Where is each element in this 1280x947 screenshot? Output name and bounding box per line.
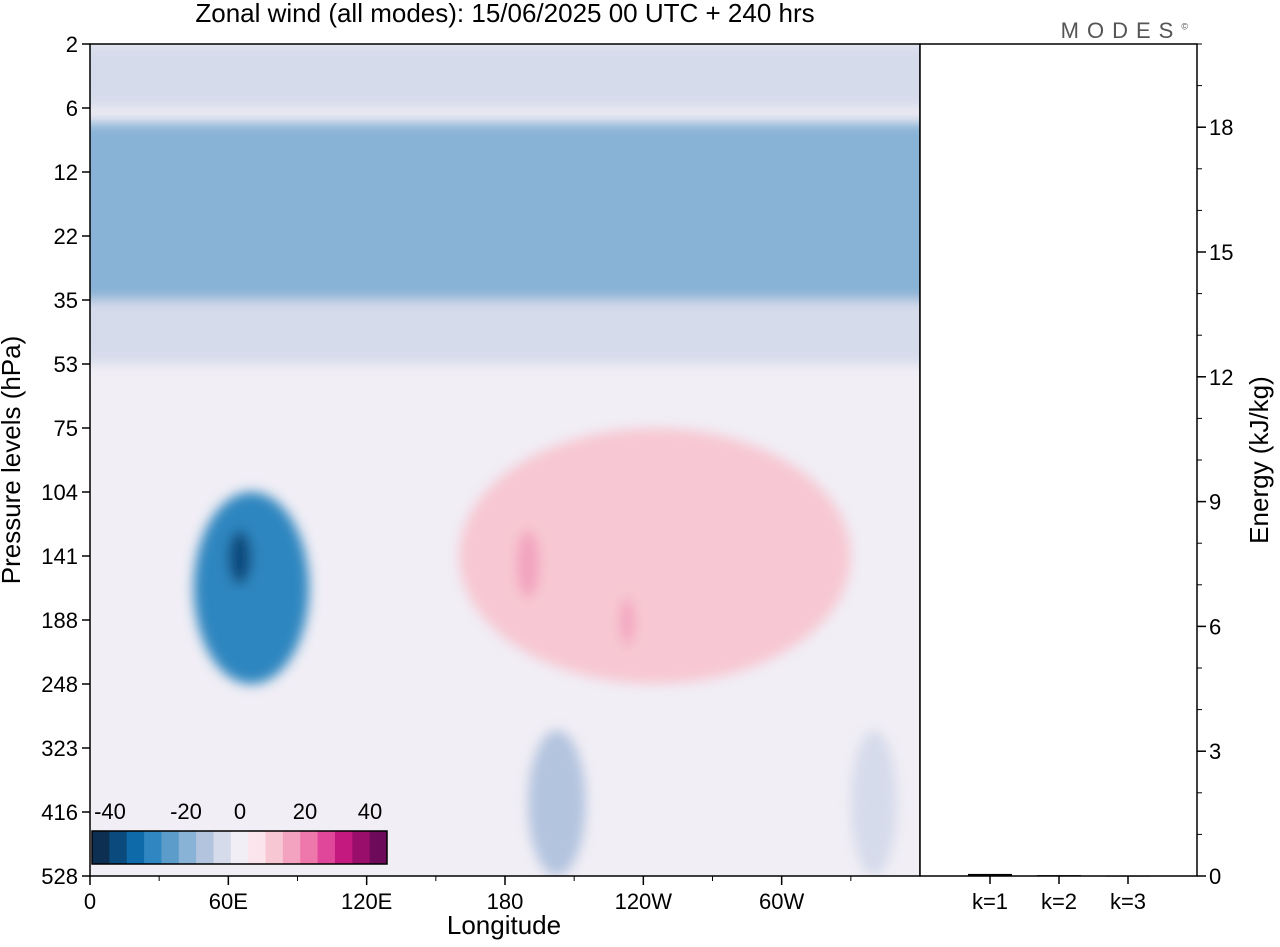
wind-region-3 — [90, 122, 920, 300]
colorbar-swatch — [265, 831, 284, 864]
chart-title: Zonal wind (all modes): 15/06/2025 00 UT… — [195, 0, 814, 28]
colorbar-swatch — [317, 831, 336, 864]
x-tick-label: 120E — [341, 889, 392, 914]
pressure-axis: 2 6 12 22 35 53 75 104 141 188 248 323 416 528 — [41, 32, 90, 889]
y-tick-label: 75 — [54, 416, 78, 441]
logo-text: MODES — [1060, 18, 1182, 43]
colorbar-swatch — [300, 831, 319, 864]
colorbar-tick-label: 40 — [358, 799, 382, 824]
energy-tick-label: 9 — [1209, 490, 1221, 515]
wind-region-4 — [90, 300, 920, 364]
energy-panel-frame — [919, 43, 1198, 877]
y-tick-label: 416 — [41, 800, 78, 825]
y-tick-label: 323 — [41, 736, 78, 761]
y-tick-label: 141 — [41, 544, 78, 569]
energy-bar — [1037, 875, 1081, 877]
energy-tick-label: 0 — [1209, 864, 1221, 889]
y-tick-label: 6 — [66, 96, 78, 121]
wind-region-11 — [850, 730, 897, 876]
energy-panel: 0 3 6 9 12 15 18 k=1 k=2 k=3 — [968, 43, 1233, 914]
energy-axis-label: Energy (kJ/kg) — [1244, 376, 1274, 544]
longitude-axis: 0 60E 120E 180 120W 60W — [84, 876, 852, 914]
colorbar-swatch — [178, 831, 197, 864]
colorbar-tick-label: -40 — [94, 799, 126, 824]
y-tick-label: 53 — [54, 352, 78, 377]
energy-tick-label: 6 — [1209, 614, 1221, 639]
energy-cat-label: k=2 — [1041, 889, 1077, 914]
wind-field — [90, 44, 920, 876]
colorbar-tick-label: 0 — [234, 799, 246, 824]
energy-cat-label: k=3 — [1110, 889, 1146, 914]
energy-bar — [1106, 875, 1150, 877]
colorbar-swatch — [369, 831, 388, 864]
wind-region-6 — [228, 530, 252, 585]
colorbar-swatch — [92, 831, 110, 864]
y-tick-label: 248 — [41, 672, 78, 697]
x-tick-label: 0 — [84, 889, 96, 914]
y-tick-label: 528 — [41, 864, 78, 889]
y-tick-label: 22 — [54, 224, 78, 249]
colorbar: -40 -20 0 20 40 — [91, 799, 388, 865]
x-tick-label: 60E — [209, 889, 248, 914]
colorbar-swatch — [230, 831, 249, 864]
colorbar-tick-label: 20 — [293, 799, 317, 824]
colorbar-swatch — [196, 831, 214, 864]
colorbar-swatch — [248, 831, 267, 864]
colorbar-frame — [91, 830, 388, 865]
y-tick-label: 35 — [54, 288, 78, 313]
colorbar-swatch — [213, 831, 232, 864]
logo-mark: © — [1181, 21, 1188, 32]
energy-tick-label: 3 — [1209, 739, 1221, 764]
y-tick-label: 12 — [54, 160, 78, 185]
wind-region-10 — [528, 730, 586, 876]
colorbar-swatch — [144, 831, 162, 864]
modes-logo: MODES© — [1061, 18, 1188, 44]
x-tick-label: 180 — [487, 889, 524, 914]
wind-region-5 — [193, 492, 310, 684]
wind-region-7 — [458, 428, 851, 684]
wind-region-9 — [620, 597, 635, 646]
colorbar-swatch — [126, 831, 145, 864]
energy-bar — [968, 873, 1012, 876]
colorbar-swatch — [161, 831, 180, 864]
colorbar-tick-label: -20 — [170, 799, 202, 824]
energy-tick-label: 15 — [1209, 240, 1233, 265]
y-tick-label: 2 — [66, 32, 78, 57]
energy-tick-label: 12 — [1209, 365, 1233, 390]
y-tick-label: 188 — [41, 608, 78, 633]
energy-tick-label: 18 — [1209, 115, 1233, 140]
colorbar-swatch — [109, 831, 128, 864]
x-tick-label: 60W — [759, 889, 804, 914]
y-axis-label: Pressure levels (hPa) — [0, 336, 26, 585]
x-axis-label: Longitude — [447, 910, 561, 940]
wind-region-8 — [516, 530, 540, 598]
y-tick-label: 104 — [41, 480, 78, 505]
energy-cat-label: k=1 — [972, 889, 1008, 914]
wind-region-0 — [90, 44, 920, 108]
colorbar-swatch — [334, 831, 353, 864]
x-tick-label: 120W — [615, 889, 673, 914]
colorbar-swatch — [352, 831, 371, 864]
colorbar-swatch — [282, 831, 301, 864]
